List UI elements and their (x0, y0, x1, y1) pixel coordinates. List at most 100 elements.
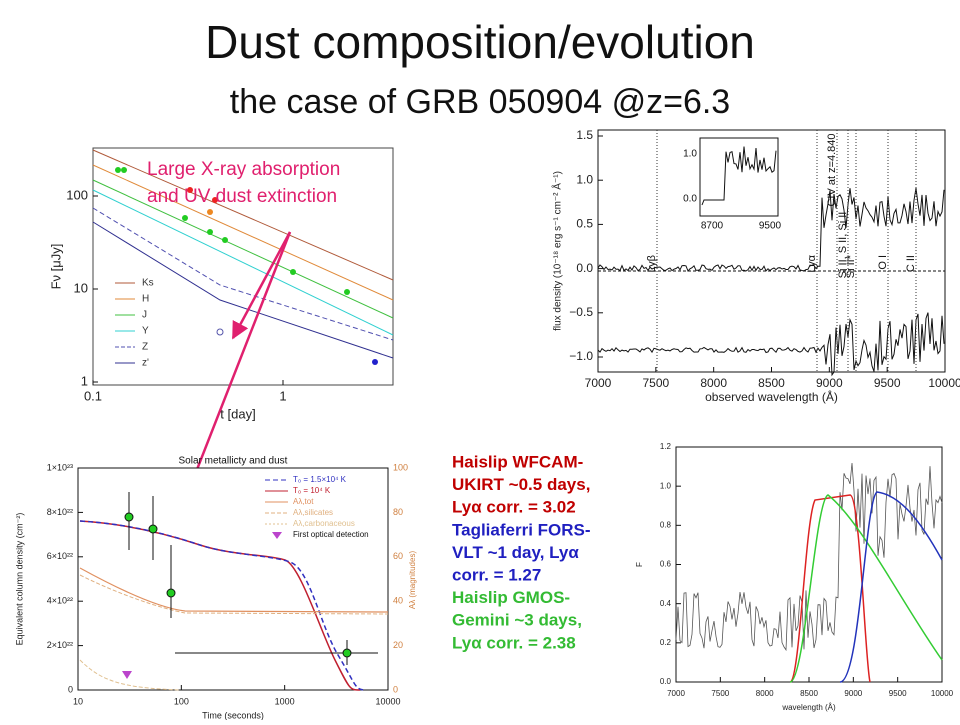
subtitle: the case of GRB 050904 @z=6.3 (230, 83, 730, 121)
x-tick-label: 7000 (667, 689, 685, 698)
legend-label: Aλ,silicates (293, 508, 333, 517)
legend-label: Ks (142, 278, 154, 289)
x-tick-label: 0.1 (84, 388, 102, 403)
y-tick-label: 4×10²² (47, 596, 73, 606)
x-tick-label: 8000 (700, 376, 727, 390)
y2-tick-label: 80 (393, 507, 403, 517)
y-tick-label: 0.5 (576, 217, 593, 231)
annotation: Large X-ray absorption and UV dust extinc… (147, 159, 340, 207)
line-label: C II (905, 255, 917, 272)
y2-tick-label: 0 (393, 684, 398, 694)
arrow (231, 231, 292, 340)
note-line: Lyα corr. = 2.38 (452, 633, 576, 652)
line-label: CIV at z=4.840 (826, 133, 838, 206)
note-line: UKIRT ~0.5 days, (452, 475, 590, 494)
y-tick-label: 1.0 (576, 172, 593, 186)
filter-plot (675, 446, 943, 683)
y-tick-label: 0.8 (660, 520, 672, 529)
y-tick-label: 0.0 (576, 261, 593, 275)
y-tick-label: 1.5 (576, 128, 593, 142)
line-label: O I (877, 255, 889, 270)
x-tick-label: 7500 (642, 376, 669, 390)
inset-tick: 0.0 (683, 194, 697, 205)
legend-label: T₀ = 10⁴ K (293, 486, 331, 495)
x-tick-label: 8500 (800, 689, 818, 698)
note-line: corr. = 1.27 (452, 565, 541, 584)
x-tick-label: 100 (174, 696, 189, 706)
note-line: Haislip WFCAM- (452, 452, 583, 471)
y-tick-label: 2×10²² (47, 640, 73, 650)
y-tick-label: 1 (81, 373, 88, 388)
x-axis-label: Time (seconds) (202, 710, 264, 720)
y-axis-label: Fν [μJy] (48, 244, 63, 290)
y2-tick-label: 20 (393, 640, 403, 650)
inset-tick: 9500 (759, 221, 782, 232)
y-tick-label: 1×10²³ (47, 462, 73, 472)
y-tick-label: 0.2 (660, 638, 672, 647)
x-tick-label: 7000 (585, 376, 612, 390)
legend-swatch (272, 532, 282, 539)
y-tick-label: −0.5 (569, 305, 593, 319)
x-tick-label: 10 (73, 696, 83, 706)
x-tick-label: 10000 (928, 376, 960, 390)
x-tick-label: 9500 (874, 376, 901, 390)
legend-label: First optical detection (293, 530, 369, 539)
legend-label: z' (142, 358, 149, 369)
x-tick-label: 9000 (844, 689, 862, 698)
spectrum-plot (597, 129, 946, 377)
x-tick-label: 9500 (889, 689, 907, 698)
y2-tick-label: 60 (393, 551, 403, 561)
y-tick-label: 0.6 (660, 560, 672, 569)
line-label: Lyα (806, 254, 818, 272)
line-label: Si II, S II, Si II (837, 212, 849, 279)
line-label: Lyβ (646, 255, 658, 273)
y-tick-label: 8×10²² (47, 507, 73, 517)
y-tick-label: 1.0 (660, 481, 672, 490)
y-axis-label: F (635, 562, 644, 567)
legend-label: T₀ = 1.5×10⁴ K (293, 475, 347, 484)
legend-label: J (142, 310, 147, 321)
y2-axis-label: Aλ (magnitudes) (408, 551, 417, 610)
lightcurve-plot (92, 147, 394, 386)
y-tick-label: 1.2 (660, 442, 672, 451)
inset-tick: 8700 (701, 221, 724, 232)
legend-label: Aλ,carbonaceous (293, 519, 355, 528)
y-tick-label: 0 (68, 684, 73, 694)
x-axis-label: t [day] (220, 406, 255, 421)
x-tick-label: 7500 (711, 689, 729, 698)
x-tick-label: 9000 (816, 376, 843, 390)
x-tick-label: 10000 (931, 689, 954, 698)
y-tick-label: −1.0 (569, 349, 593, 363)
y-axis-label: flux density (10⁻¹⁸ erg s⁻¹ cm⁻² Å⁻¹) (551, 171, 564, 331)
x-tick-label: 8000 (756, 689, 774, 698)
note-line: VLT ~1 day, Lyα (452, 543, 579, 562)
legend-label: Y (142, 326, 149, 337)
inset-tick: 1.0 (683, 149, 697, 160)
x-tick-label: 1000 (275, 696, 295, 706)
y-tick-label: 6×10²² (47, 551, 73, 561)
note-line: Gemini ~3 days, (452, 611, 582, 630)
y2-tick-label: 100 (393, 462, 408, 472)
legend-label: Z (142, 342, 148, 353)
note-line: Lyα corr. = 3.02 (452, 498, 576, 517)
legend-label: Aλ,tot (293, 497, 314, 506)
x-tick-label: 8500 (758, 376, 785, 390)
x-axis-label: wavelength (Å) (781, 703, 836, 712)
x-axis-label: observed wavelength (Å) (705, 389, 838, 404)
x-tick-label: 10000 (375, 696, 400, 706)
legend-label: H (142, 294, 149, 305)
x-tick-label: 1 (279, 388, 286, 403)
y2-tick-label: 40 (393, 596, 403, 606)
y-tick-label: 0.4 (660, 599, 672, 608)
y-tick-label: 0.0 (660, 677, 672, 686)
y-axis-label: Equivalent column density (cm⁻²) (14, 513, 24, 646)
note-line: Haislip GMOS- (452, 588, 570, 607)
note-line: Tagliaferri FORS- (452, 520, 591, 539)
y-tick-label: 10 (74, 280, 88, 295)
title: Dust composition/evolution (205, 16, 755, 68)
y-tick-label: 100 (66, 187, 88, 202)
plot-title: Solar metallicty and dust (179, 456, 288, 467)
column-density-plot (77, 467, 389, 691)
line-label: Si II* (845, 254, 857, 278)
